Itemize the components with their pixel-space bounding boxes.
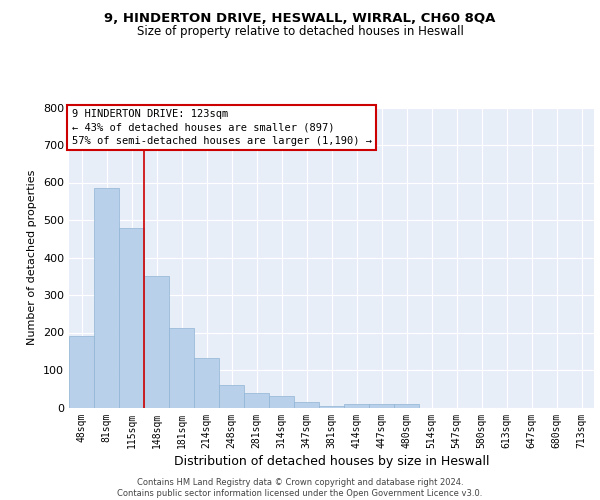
Text: Size of property relative to detached houses in Heswall: Size of property relative to detached ho… — [137, 25, 463, 38]
Bar — [219, 385, 244, 407]
Y-axis label: Number of detached properties: Number of detached properties — [28, 170, 37, 345]
Bar — [244, 393, 269, 407]
Bar — [119, 228, 144, 408]
Bar — [94, 188, 119, 408]
Text: 9 HINDERTON DRIVE: 123sqm
← 43% of detached houses are smaller (897)
57% of semi: 9 HINDERTON DRIVE: 123sqm ← 43% of detac… — [71, 110, 371, 146]
Bar — [319, 406, 344, 407]
Bar — [344, 404, 369, 407]
Bar — [369, 404, 394, 407]
Bar — [269, 396, 294, 407]
Bar — [294, 402, 319, 407]
Bar — [69, 336, 94, 407]
Text: Contains HM Land Registry data © Crown copyright and database right 2024.
Contai: Contains HM Land Registry data © Crown c… — [118, 478, 482, 498]
Bar — [194, 358, 219, 408]
X-axis label: Distribution of detached houses by size in Heswall: Distribution of detached houses by size … — [174, 454, 489, 468]
Bar — [144, 276, 169, 407]
Bar — [394, 404, 419, 407]
Text: 9, HINDERTON DRIVE, HESWALL, WIRRAL, CH60 8QA: 9, HINDERTON DRIVE, HESWALL, WIRRAL, CH6… — [104, 12, 496, 26]
Bar — [169, 328, 194, 407]
